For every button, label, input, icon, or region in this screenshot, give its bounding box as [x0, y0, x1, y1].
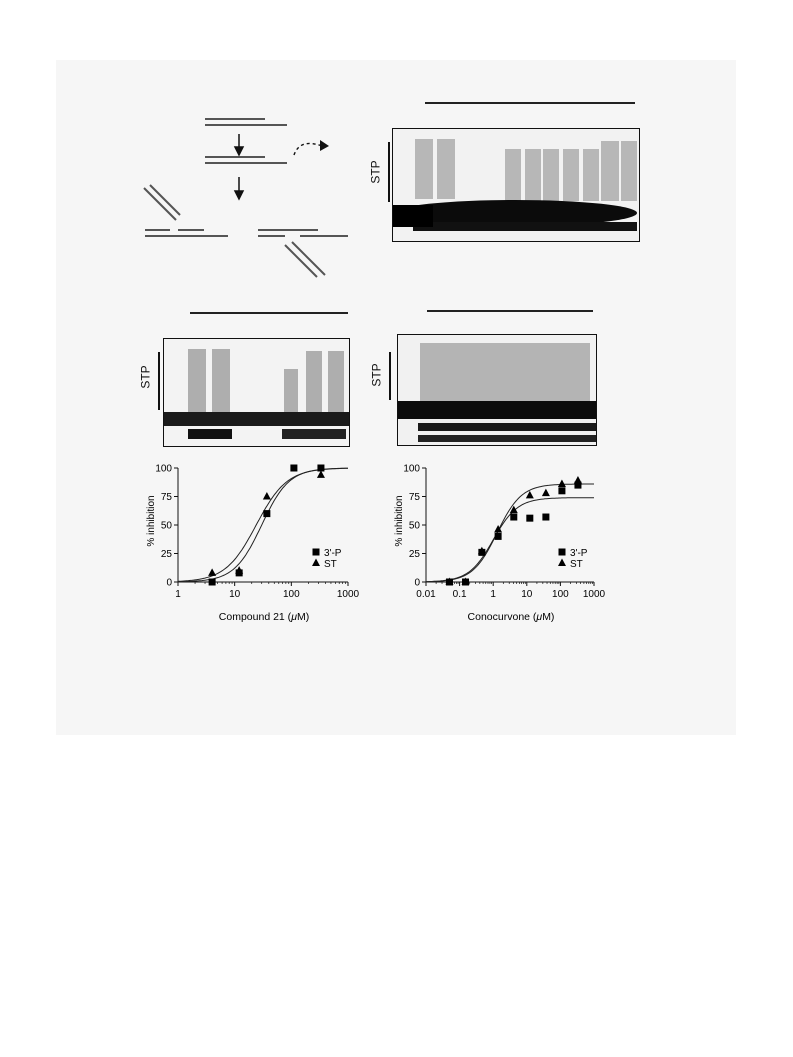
legend-label: ST — [570, 559, 583, 570]
y-axis-label: % inhibition — [394, 495, 405, 546]
x-tick-label: 10 — [521, 589, 533, 600]
gel-image-middle-left — [163, 338, 350, 447]
data-point-triangle — [494, 525, 503, 533]
fit-curve — [177, 467, 348, 582]
data-point-triangle — [477, 546, 486, 555]
legend-label: 3'-P — [324, 548, 342, 559]
y-tick-label: 25 — [409, 549, 421, 560]
gel-image-top-right — [392, 128, 640, 242]
x-tick-label: 1 — [175, 589, 181, 600]
data-point-square — [263, 510, 271, 518]
gel-bands — [164, 339, 349, 446]
data-point-triangle — [557, 479, 566, 487]
data-point-square — [574, 481, 582, 489]
data-point-square — [542, 513, 550, 521]
gel-bands — [393, 129, 639, 241]
legend-label: 3'-P — [570, 548, 588, 559]
x-tick-label: 1000 — [337, 589, 360, 600]
legend-label: ST — [324, 559, 337, 570]
fit-curve — [426, 483, 594, 583]
y-axis-label: % inhibition — [146, 495, 157, 546]
x-axis-label: Conocurvone (μM) — [468, 611, 555, 623]
inhibition-chart-compound21: % inhibition Compound 21 (μM) 1 10 100 1000… — [146, 464, 360, 624]
data-point-triangle — [235, 566, 244, 574]
y-tick-label: 100 — [155, 464, 172, 475]
fit-curve — [177, 467, 348, 583]
legend-marker-triangle — [312, 558, 320, 566]
data-point-triangle — [208, 568, 217, 576]
y-tick-label: 50 — [161, 521, 173, 532]
data-point-square — [510, 513, 518, 521]
y-tick-label: 25 — [161, 549, 173, 560]
x-tick-label: 100 — [552, 589, 569, 600]
data-point-triangle — [509, 505, 518, 514]
data-point-triangle — [262, 492, 271, 500]
legend-marker-square — [558, 548, 566, 556]
x-tick-label: 1000 — [583, 589, 606, 600]
data-point-square — [317, 464, 325, 472]
y-tick-label: 0 — [414, 578, 420, 589]
dna-schematic-diagram — [143, 118, 348, 278]
stp-label: STP — [369, 363, 384, 387]
stp-bracket — [388, 142, 390, 202]
x-tick-label: 0.1 — [453, 589, 467, 600]
data-point-square — [526, 514, 534, 522]
y-tick-label: 75 — [161, 492, 173, 503]
data-point-square — [290, 464, 298, 472]
y-tick-label: 75 — [409, 492, 421, 503]
data-point-square — [494, 532, 502, 540]
legend-marker-triangle — [558, 558, 566, 566]
stp-label: STP — [368, 160, 383, 184]
fit-curve — [425, 497, 594, 583]
data-point-square — [558, 487, 566, 495]
x-tick-label: 0.01 — [416, 589, 436, 600]
gel-image-middle-right — [397, 334, 597, 446]
stp-label: STP — [138, 365, 153, 389]
gel-bands — [398, 335, 596, 445]
x-tick-label: 10 — [229, 589, 241, 600]
gel-header-rule-middle-right — [427, 310, 593, 312]
legend-marker-square — [312, 548, 320, 556]
y-tick-label: 50 — [409, 521, 421, 532]
y-tick-label: 0 — [166, 578, 172, 589]
stp-bracket — [158, 352, 160, 410]
data-point-triangle — [316, 470, 325, 478]
data-point-triangle — [573, 476, 582, 484]
inhibition-chart-conocurvone: % inhibition Conocurvone (μM) 0.01 0.1 1 10… — [394, 464, 606, 624]
gel-header-rule-top-right — [425, 102, 635, 104]
data-point-triangle — [445, 577, 454, 585]
data-point-triangle — [541, 488, 550, 497]
gel-header-rule-middle-left — [190, 312, 348, 314]
x-tick-label: 1 — [490, 589, 496, 600]
x-axis-label: Compound 21 (μM) — [219, 611, 309, 623]
x-tick-label: 100 — [283, 589, 300, 600]
y-tick-label: 100 — [403, 464, 420, 475]
data-point-square — [208, 578, 216, 586]
data-point-triangle — [461, 577, 470, 585]
stp-bracket — [389, 352, 391, 400]
data-point-triangle — [525, 490, 534, 499]
